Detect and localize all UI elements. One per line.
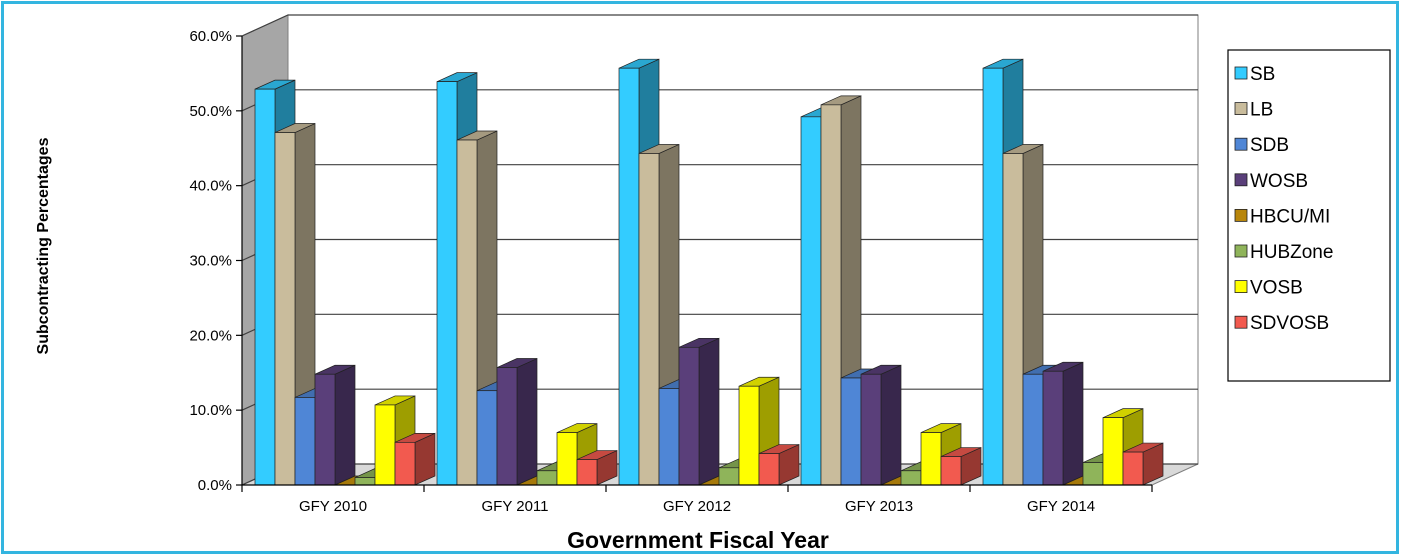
bar-front <box>374 404 396 486</box>
legend-item-hubzone: HUBZone <box>1234 242 1333 263</box>
bar-front <box>678 346 700 486</box>
bar-front <box>840 377 862 486</box>
bar-front <box>800 116 822 486</box>
bar-front <box>556 432 578 486</box>
legend-swatch <box>1234 66 1248 80</box>
bar-front <box>536 470 558 486</box>
legend-item-wosb: WOSB <box>1234 171 1308 192</box>
legend-box <box>1227 49 1391 382</box>
legend-swatch <box>1234 244 1248 258</box>
bar-wosb-4 <box>1042 361 1084 486</box>
bar-front <box>274 132 296 486</box>
legend-item-sdb: SDB <box>1234 135 1289 156</box>
bar-front <box>394 441 416 486</box>
y-tick-label: 50.0% <box>189 103 232 120</box>
bar-wosb-3 <box>860 364 902 486</box>
bar-sdvosb-4 <box>1122 442 1164 486</box>
legend-label: SDVOSB <box>1250 313 1329 334</box>
x-tick-label: GFY 2010 <box>299 498 367 515</box>
x-tick-label: GFY 2014 <box>1027 498 1095 515</box>
bar-sdvosb-3 <box>940 447 982 486</box>
bar-side <box>516 357 538 486</box>
bar-front <box>1102 417 1124 486</box>
bar-side <box>880 364 902 486</box>
y-tick-label: 0.0% <box>198 477 232 494</box>
bar-front <box>456 139 478 486</box>
axes <box>236 35 1153 492</box>
bar-wosb-2 <box>678 337 720 486</box>
legend-item-lb: LB <box>1234 100 1273 121</box>
bar-front <box>1122 451 1144 486</box>
y-tick-label: 30.0% <box>189 253 232 270</box>
bar-front <box>638 153 660 486</box>
bar-wosb-1 <box>496 357 538 486</box>
bar-wosb-0 <box>314 364 356 486</box>
bar-front <box>900 470 922 486</box>
bar-front <box>618 67 640 486</box>
bar-front <box>658 388 680 486</box>
x-axis-label: Government Fiscal Year <box>567 527 829 553</box>
legend-label: VOSB <box>1250 278 1303 299</box>
legend: SB LB SDB WOSB HBCU/MI HUBZone VOSB SDVOSB <box>1227 49 1391 382</box>
bar-front <box>476 390 498 486</box>
y-tick-label: 10.0% <box>189 402 232 419</box>
legend-label: SDB <box>1250 135 1289 156</box>
bar-vosb-3 <box>920 423 962 486</box>
bar-front <box>920 432 942 486</box>
legend-label: SB <box>1250 64 1275 85</box>
legend-item-sb: SB <box>1234 64 1275 85</box>
x-tick-label: GFY 2012 <box>663 498 731 515</box>
legend-label: HUBZone <box>1250 242 1333 263</box>
bar-front <box>860 373 882 486</box>
gridline <box>241 14 1198 37</box>
bar-front <box>982 67 1004 486</box>
legend-label: LB <box>1250 100 1273 121</box>
bar-front <box>820 104 842 486</box>
bar-front <box>1022 373 1044 486</box>
legend-item-vosb: VOSB <box>1234 278 1303 299</box>
legend-label: HBCU/MI <box>1250 206 1330 227</box>
bar-front <box>718 467 740 486</box>
y-tick-label: 20.0% <box>189 327 232 344</box>
bar-front <box>254 88 276 486</box>
bar-side <box>334 364 356 486</box>
legend-swatch <box>1234 280 1248 294</box>
x-tick-label: GFY 2013 <box>845 498 913 515</box>
legend-label: WOSB <box>1250 171 1308 192</box>
bar-front <box>314 373 336 486</box>
bar-front <box>738 385 760 486</box>
bar-front <box>436 81 458 486</box>
bar-front <box>758 453 780 486</box>
legend-swatch <box>1234 102 1248 115</box>
legend-item-hbcu-mi: HBCU/MI <box>1234 206 1330 227</box>
legend-swatch <box>1234 173 1248 187</box>
legend-swatch <box>1234 137 1248 151</box>
tick-labels: 0.0% 10.0% 20.0% 30.0% 40.0% 50.0% 60.0% GFY 20… <box>189 28 1095 515</box>
bar-front <box>940 456 962 486</box>
bar-front <box>496 367 518 486</box>
legend-swatch <box>1234 315 1248 329</box>
bar-front <box>1082 462 1104 486</box>
y-tick-label: 60.0% <box>189 28 232 45</box>
bar-front <box>354 477 376 486</box>
bar-front <box>1002 153 1024 486</box>
bar-sdvosb-2 <box>758 444 800 486</box>
legend-swatch <box>1234 208 1248 222</box>
bar-side <box>698 337 720 486</box>
bar-sdvosb-1 <box>576 450 618 486</box>
y-axis-label: Subcontracting Percentages <box>35 137 52 354</box>
y-tick-label: 40.0% <box>189 178 232 195</box>
bar-sdvosb-0 <box>394 432 436 486</box>
bar-front <box>1042 370 1064 486</box>
bar-side <box>1062 361 1084 486</box>
bar-front <box>576 459 598 486</box>
bar-front <box>294 397 316 486</box>
x-tick-label: GFY 2011 <box>482 498 549 515</box>
legend-item-sdvosb: SDVOSB <box>1234 313 1329 334</box>
